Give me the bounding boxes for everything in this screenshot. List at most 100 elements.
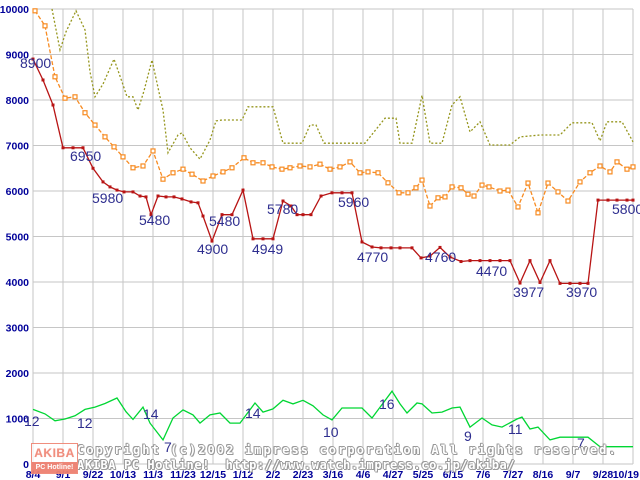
marker-lowest-price — [61, 146, 65, 150]
point-label: 4760 — [425, 249, 456, 265]
y-axis-tick-label: 2000 — [6, 368, 30, 380]
marker-average-price — [32, 8, 38, 14]
marker-lowest-price — [295, 213, 299, 217]
marker-average-price — [220, 169, 226, 175]
marker-average-price — [241, 155, 247, 161]
marker-lowest-price — [548, 259, 552, 263]
y-axis-tick-label: 9000 — [6, 50, 30, 62]
x-axis-tick-label: 11/3 — [143, 469, 163, 480]
x-axis-tick-label: 4/6 — [356, 469, 371, 480]
y-axis-tick-label: 10000 — [0, 4, 29, 16]
point-label: 10 — [323, 424, 339, 440]
marker-average-price — [630, 164, 636, 170]
marker-lowest-price — [108, 185, 112, 189]
marker-lowest-price — [578, 281, 582, 285]
marker-lowest-price — [91, 166, 95, 170]
x-axis-tick-label: 6/15 — [443, 469, 464, 480]
marker-average-price — [365, 169, 371, 175]
marker-lowest-price — [309, 213, 313, 217]
marker-average-price — [140, 163, 146, 169]
marker-average-price — [449, 184, 455, 190]
marker-lowest-price — [319, 194, 323, 198]
marker-average-price — [210, 173, 216, 179]
marker-lowest-price — [459, 260, 463, 264]
marker-lowest-price — [389, 246, 393, 250]
marker-average-price — [515, 204, 521, 210]
x-axis-tick-label: 10/19 — [613, 469, 639, 480]
point-label: 14 — [143, 406, 159, 422]
point-label: 7 — [164, 439, 172, 455]
marker-lowest-price — [220, 213, 224, 217]
marker-lowest-price — [518, 281, 522, 285]
point-label: 16 — [379, 396, 395, 412]
marker-average-price — [337, 164, 343, 170]
marker-average-price — [419, 177, 425, 183]
marker-lowest-price — [131, 190, 135, 194]
point-label: 5480 — [209, 213, 240, 229]
marker-lowest-price — [81, 146, 85, 150]
copyright-text: Copyright (c)2002 impress corporation Al… — [77, 443, 618, 457]
marker-lowest-price — [330, 191, 334, 195]
marker-average-price — [465, 191, 471, 197]
marker-lowest-price — [419, 256, 423, 260]
marker-average-price — [72, 94, 78, 100]
marker-average-price — [150, 148, 156, 154]
x-axis-tick-label: 9/28 — [593, 469, 614, 480]
marker-average-price — [287, 165, 293, 171]
marker-lowest-price — [51, 103, 55, 107]
marker-lowest-price — [41, 78, 45, 82]
marker-average-price — [92, 122, 98, 128]
point-label: 4949 — [252, 241, 283, 257]
marker-lowest-price — [448, 255, 452, 259]
marker-lowest-price — [196, 201, 200, 205]
marker-lowest-price — [498, 259, 502, 263]
y-axis-tick-label: 0 — [23, 459, 29, 471]
y-axis-tick-label: 5000 — [6, 232, 30, 244]
marker-lowest-price — [189, 200, 193, 204]
point-label: 7 — [577, 435, 585, 451]
marker-lowest-price — [31, 57, 35, 61]
marker-average-price — [260, 160, 266, 166]
marker-average-price — [565, 198, 571, 204]
marker-average-price — [396, 190, 402, 196]
marker-lowest-price — [625, 198, 629, 202]
x-axis-tick-label: 9/1 — [56, 469, 71, 480]
marker-lowest-price — [230, 213, 234, 217]
marker-average-price — [427, 203, 433, 209]
marker-average-price — [250, 160, 256, 166]
x-axis-tick-label: 8/16 — [533, 469, 554, 480]
x-axis-tick-label: 1/12 — [233, 469, 254, 480]
y-axis-tick-label: 8000 — [6, 95, 30, 107]
marker-lowest-price — [478, 259, 482, 263]
marker-average-price — [545, 180, 551, 186]
marker-lowest-price — [201, 214, 205, 218]
marker-lowest-price — [558, 281, 562, 285]
x-axis-tick-label: 7/27 — [503, 469, 524, 480]
marker-average-price — [307, 164, 313, 170]
point-label: 12 — [24, 413, 40, 429]
y-axis-tick-label: 6000 — [6, 186, 30, 198]
marker-lowest-price — [164, 195, 168, 199]
marker-lowest-price — [289, 204, 293, 208]
point-label: 5980 — [92, 190, 123, 206]
marker-average-price — [102, 134, 108, 140]
marker-lowest-price — [596, 198, 600, 202]
marker-average-price — [82, 110, 88, 116]
marker-lowest-price — [606, 198, 610, 202]
x-axis-tick-label: 9/22 — [83, 469, 104, 480]
point-label: 8900 — [20, 55, 51, 71]
marker-average-price — [160, 176, 166, 182]
y-axis-tick-label: 3000 — [6, 323, 30, 335]
marker-average-price — [405, 190, 411, 196]
x-axis-tick-label: 12/15 — [200, 469, 226, 480]
marker-lowest-price — [241, 188, 245, 192]
marker-lowest-price — [115, 188, 119, 192]
point-label: 3977 — [513, 284, 544, 300]
marker-lowest-price — [398, 246, 402, 250]
marker-average-price — [587, 170, 593, 176]
marker-average-price — [614, 159, 620, 165]
marker-lowest-price — [586, 281, 590, 285]
marker-average-price — [42, 23, 48, 29]
marker-average-price — [200, 178, 206, 184]
point-label: 5480 — [139, 212, 170, 228]
